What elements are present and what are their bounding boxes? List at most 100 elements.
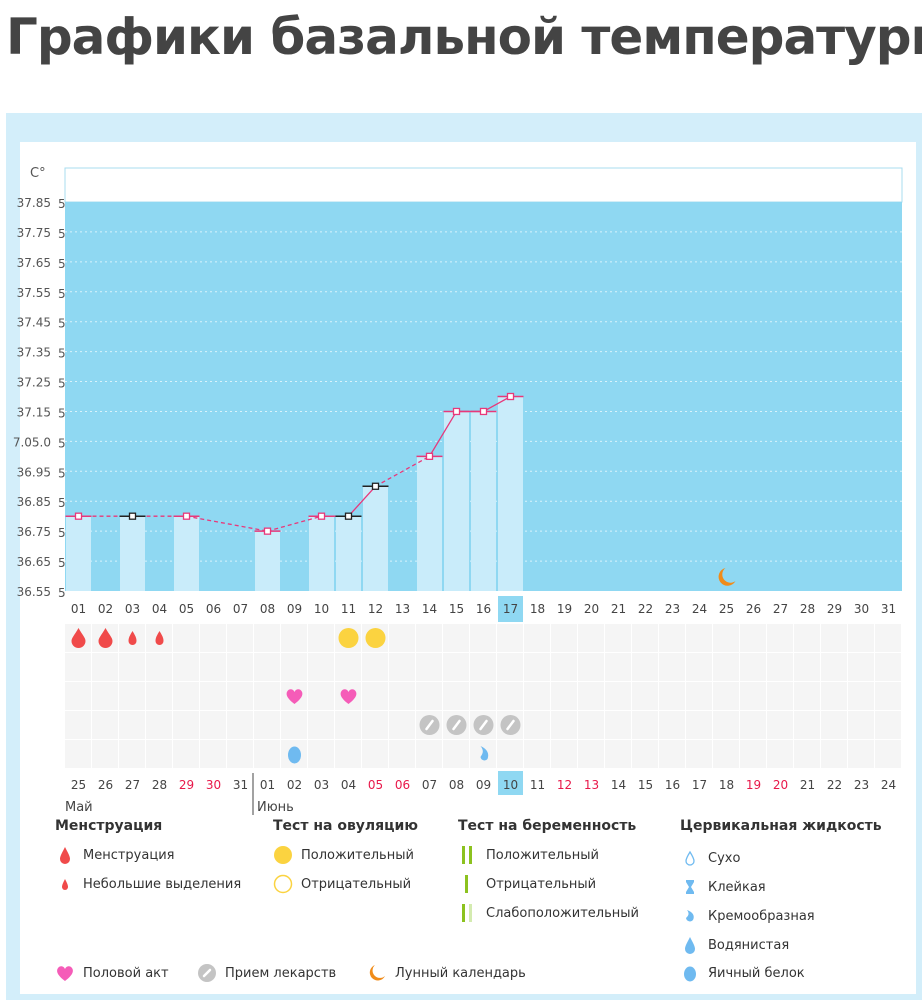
temperature-bar <box>444 411 469 591</box>
marker-cell <box>146 711 172 739</box>
cycle-day-label: 25 <box>719 602 734 616</box>
y-tick-label: 36.65 <box>17 555 51 569</box>
drop-icon <box>685 937 695 954</box>
marker-cell <box>794 740 820 768</box>
moon-icon <box>369 965 385 981</box>
legend-label: Водянистая <box>708 937 790 953</box>
marker-cell <box>848 624 874 652</box>
marker-cell <box>146 653 172 681</box>
cycle-day-label: 16 <box>476 602 491 616</box>
legend-label: Положительный <box>301 847 414 863</box>
marker-cell <box>335 740 361 768</box>
marker-cell <box>659 740 685 768</box>
marker-cell <box>524 624 550 652</box>
legend-medication: Прием лекарств <box>197 963 336 983</box>
ovulation-positive-icon <box>338 628 359 648</box>
temperature-point <box>317 512 326 520</box>
marker-cell <box>875 740 901 768</box>
marker-cell <box>740 624 766 652</box>
temperature-line-segment <box>428 411 458 457</box>
double-line-icon <box>462 846 472 864</box>
marker-cell <box>92 740 118 768</box>
calendar-date-label: 28 <box>152 778 167 792</box>
marker-cell <box>632 624 658 652</box>
marker-cell <box>308 711 334 739</box>
marker-cell <box>443 740 469 768</box>
marker-cell <box>497 682 523 710</box>
legend-label: Сухо <box>708 850 741 866</box>
marker-cell <box>389 711 415 739</box>
yellow-ring-icon <box>273 874 293 894</box>
marker-cell <box>443 624 469 652</box>
cycle-day-label: 05 <box>179 602 194 616</box>
calendar-date-label: 27 <box>125 778 140 792</box>
cycle-day-label: 22 <box>638 602 653 616</box>
y-tick-suffix: 5 <box>58 406 66 420</box>
small-drop-icon <box>62 879 68 890</box>
y-tick-label: 37.85 <box>17 196 51 210</box>
marker-cell <box>443 682 469 710</box>
legend-label: Небольшие выделения <box>83 876 242 892</box>
y-tick-label: 37.45 <box>17 316 51 330</box>
temperature-point <box>425 452 434 460</box>
temperature-bar <box>309 516 334 591</box>
temperature-point <box>479 407 488 416</box>
marker-cell <box>389 740 415 768</box>
legend-label: Прием лекарств <box>225 965 337 981</box>
marker-cell <box>875 682 901 710</box>
marker-cell <box>254 682 280 710</box>
marker-cell <box>416 624 442 652</box>
marker-cell <box>578 740 604 768</box>
cycle-day-label: 21 <box>611 602 626 616</box>
marker-cell <box>875 711 901 739</box>
marker-cell <box>227 711 253 739</box>
marker-cell <box>632 682 658 710</box>
y-tick-label: 36.85 <box>17 495 51 509</box>
marker-cell <box>497 653 523 681</box>
month-label: Май <box>65 800 93 815</box>
calendar-date-label: 06 <box>395 778 410 792</box>
calendar-date-label: 02 <box>287 778 302 792</box>
y-tick-suffix: 5 <box>58 436 66 450</box>
weak-line-icon <box>462 904 472 922</box>
marker-cell <box>281 711 307 739</box>
marker-cell <box>200 624 226 652</box>
marker-cell <box>794 711 820 739</box>
legend-ovulation-title: Тест на овуляцию <box>273 818 418 834</box>
y-tick-suffix: 5 <box>58 466 66 480</box>
cycle-day-label: 13 <box>395 602 410 616</box>
heart-icon <box>57 966 73 981</box>
marker-cell <box>173 711 199 739</box>
marker-cell <box>146 740 172 768</box>
marker-cell <box>605 682 631 710</box>
y-tick-suffix: 5 <box>58 347 66 361</box>
legend-label: Менструация <box>83 847 175 863</box>
calendar-date-label: 03 <box>314 778 329 792</box>
cycle-day-label: 08 <box>260 602 275 616</box>
marker-cell <box>119 682 145 710</box>
legend-label: Кремообразная <box>708 908 815 924</box>
marker-cell <box>281 653 307 681</box>
marker-cell <box>767 740 793 768</box>
marker-cell <box>470 682 496 710</box>
egg-white-icon <box>288 746 301 764</box>
marker-cell <box>173 740 199 768</box>
cycle-day-label: 06 <box>206 602 221 616</box>
month-label: Июнь <box>257 800 294 815</box>
legend-cervical-watery: Водянистая <box>680 935 789 955</box>
calendar-date-label: 24 <box>881 778 896 792</box>
marker-cell <box>686 682 712 710</box>
calendar-date-label: 10 <box>503 778 518 792</box>
legend-label: Отрицательный <box>301 876 412 892</box>
outline-drop-icon <box>685 850 695 866</box>
marker-cell <box>875 624 901 652</box>
marker-cell <box>794 682 820 710</box>
calendar-date-label: 11 <box>530 778 545 792</box>
marker-cell <box>794 653 820 681</box>
legend-moon: Лунный календарь <box>367 963 526 983</box>
marker-cell <box>173 653 199 681</box>
calendar-date-label: 13 <box>584 778 599 792</box>
marker-cell <box>308 624 334 652</box>
legend-menstruation: Менструация <box>55 845 174 865</box>
marker-cell <box>713 653 739 681</box>
